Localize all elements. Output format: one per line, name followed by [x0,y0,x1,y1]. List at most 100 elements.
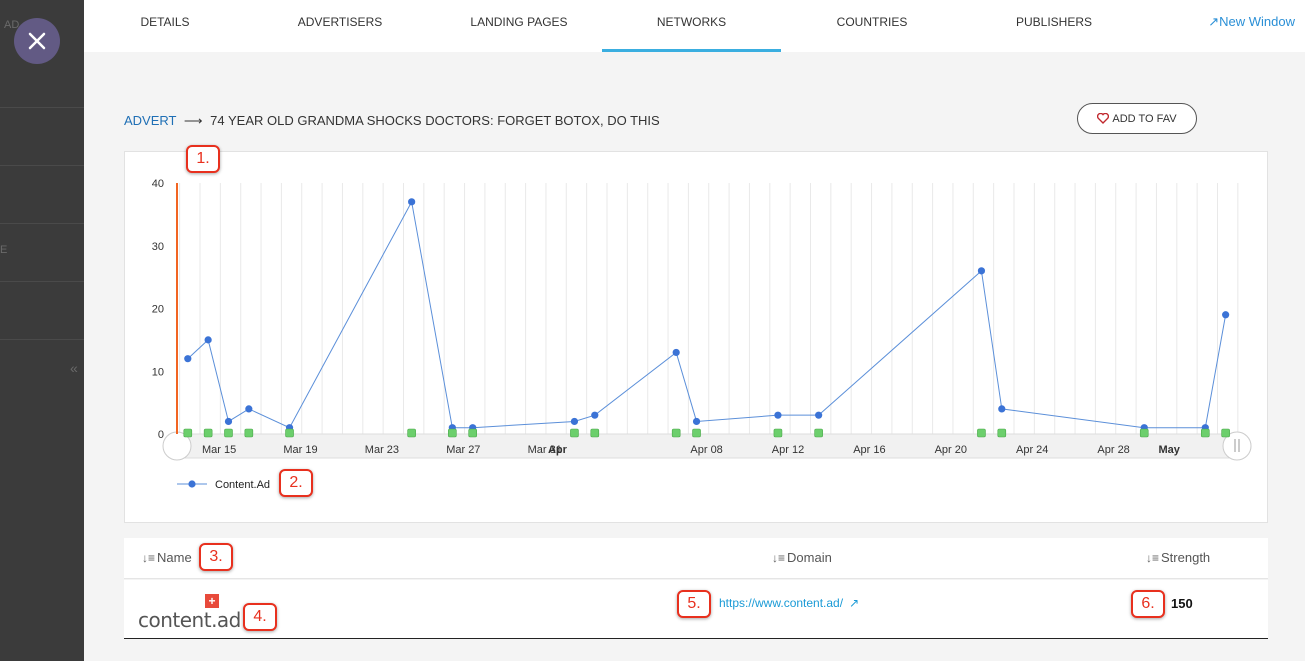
event-flag [448,428,457,438]
table-row[interactable]: content.ad + https://www.content.ad/↗ 15… [124,580,1268,639]
data-point [1222,311,1230,319]
table-header: ↓≡ Name ↓≡ Domain ↓≡ Strength [124,538,1268,579]
event-flag [814,428,823,438]
event-flag [224,428,233,438]
column-header-strength[interactable]: ↓≡ Strength [1146,550,1211,565]
new-window-link[interactable]: ↗New Window [1208,14,1295,29]
data-point [184,355,192,363]
callout-1: 1. [186,145,220,173]
data-point [408,198,416,206]
x-tick-label: Mar 31 [528,444,562,456]
sidebar-text-fragment: E [0,244,8,256]
tab-landing-pages[interactable]: LANDING PAGES [470,15,568,29]
sidebar-divider [0,107,84,108]
callout-4: 4. [243,603,277,631]
x-tick-label: Apr [548,444,568,456]
sidebar-divider [0,339,84,340]
sidebar-divider [0,281,84,282]
event-flag [570,428,579,438]
collapse-chevron-icon[interactable]: « [70,360,78,376]
y-tick-label: 10 [152,366,164,378]
legend-label: Content.Ad [215,479,270,491]
navigator-right-handle [1222,431,1252,461]
y-tick-label: 20 [152,304,164,316]
callout-5: 5. [677,590,711,618]
callout-2: 2. [279,469,313,497]
data-point [998,405,1006,413]
data-point [692,417,701,426]
event-flag [1221,428,1230,438]
x-tick-label: Apr 16 [853,444,885,456]
data-point [245,405,253,413]
x-tick-label: Apr 08 [690,444,722,456]
heart-icon [1097,113,1110,124]
chart-panel: 0 10 20 30 40 Mar 15 Mar 19 Mar 23 Mar 27 Mar 31 A… [124,151,1268,523]
tab-networks[interactable]: NETWORKS [602,0,781,52]
x-tick-label: Apr 28 [1097,444,1129,456]
add-to-fav-button[interactable]: ADD TO FAV [1077,103,1197,134]
data-point [224,417,233,426]
breadcrumb: ADVERT ⟶ 74 YEAR OLD GRANDMA SHOCKS DOCT… [124,113,660,129]
event-flag [468,428,477,438]
event-flag [203,428,213,438]
legend-marker [188,480,196,488]
domain-link[interactable]: https://www.content.ad/↗ [719,596,860,610]
event-flag [692,428,701,438]
x-tick-label: Mar 27 [446,444,480,456]
data-point [204,336,212,344]
y-tick-label: 40 [152,178,164,190]
tab-bar: DETAILS ADVERTISERS LANDING PAGES NETWOR… [84,0,1305,52]
close-button[interactable] [14,18,60,64]
external-link-icon: ↗ [849,596,860,610]
event-flag [671,428,681,438]
logo-plus-icon: + [205,594,219,608]
sort-icon: ↓≡ [142,551,156,565]
x-tick-label: Apr 24 [1016,444,1048,456]
data-point [977,267,986,275]
callout-6: 6. [1131,590,1165,618]
close-icon [28,32,46,50]
dark-side-panel: AD...ZZ E « [0,0,84,661]
data-point [672,348,680,357]
tab-advertisers[interactable]: ADVERTISERS [297,15,383,29]
breadcrumb-advert-link[interactable]: ADVERT [124,113,177,128]
arrow-up-right-icon: ↗ [1208,14,1220,29]
strength-value: 150 [1171,596,1193,611]
x-tick-label: May [1158,444,1180,456]
sort-icon: ↓≡ [772,551,786,565]
data-point [774,411,782,419]
tab-publishers[interactable]: PUBLISHERS [1015,15,1093,29]
x-tick-label: Mar 19 [283,444,317,456]
data-point [570,417,579,426]
event-flag [183,428,193,438]
x-tick-label: Apr 20 [935,444,967,456]
event-flag [773,428,783,438]
sidebar-divider [0,223,84,224]
event-flag [1200,428,1210,438]
x-tick-label: Mar 23 [365,444,399,456]
series-line [187,200,1227,429]
tab-details[interactable]: DETAILS [140,15,190,29]
y-tick-label: 0 [158,429,164,441]
event-flag [997,428,1007,438]
content-ad-logo: content.ad [138,608,241,632]
column-header-name[interactable]: ↓≡ Name [142,550,192,565]
event-flag [977,428,986,438]
y-tick-label: 30 [152,241,164,253]
sidebar-divider [0,165,84,166]
event-flag [407,428,416,438]
event-flag [285,428,294,438]
data-point [591,411,599,419]
callout-3: 3. [199,543,233,571]
page-title: 74 YEAR OLD GRANDMA SHOCKS DOCTORS: FORG… [210,113,660,128]
x-tick-label: Apr 12 [772,444,804,456]
x-tick-label: Mar 15 [202,444,236,456]
data-point [815,411,823,419]
column-header-domain[interactable]: ↓≡ Domain [772,550,832,565]
breadcrumb-arrow-icon: ⟶ [183,113,203,128]
tab-countries[interactable]: COUNTRIES [836,15,908,29]
event-flag [590,428,600,438]
event-flag [1139,428,1149,438]
sort-icon: ↓≡ [1146,551,1160,565]
